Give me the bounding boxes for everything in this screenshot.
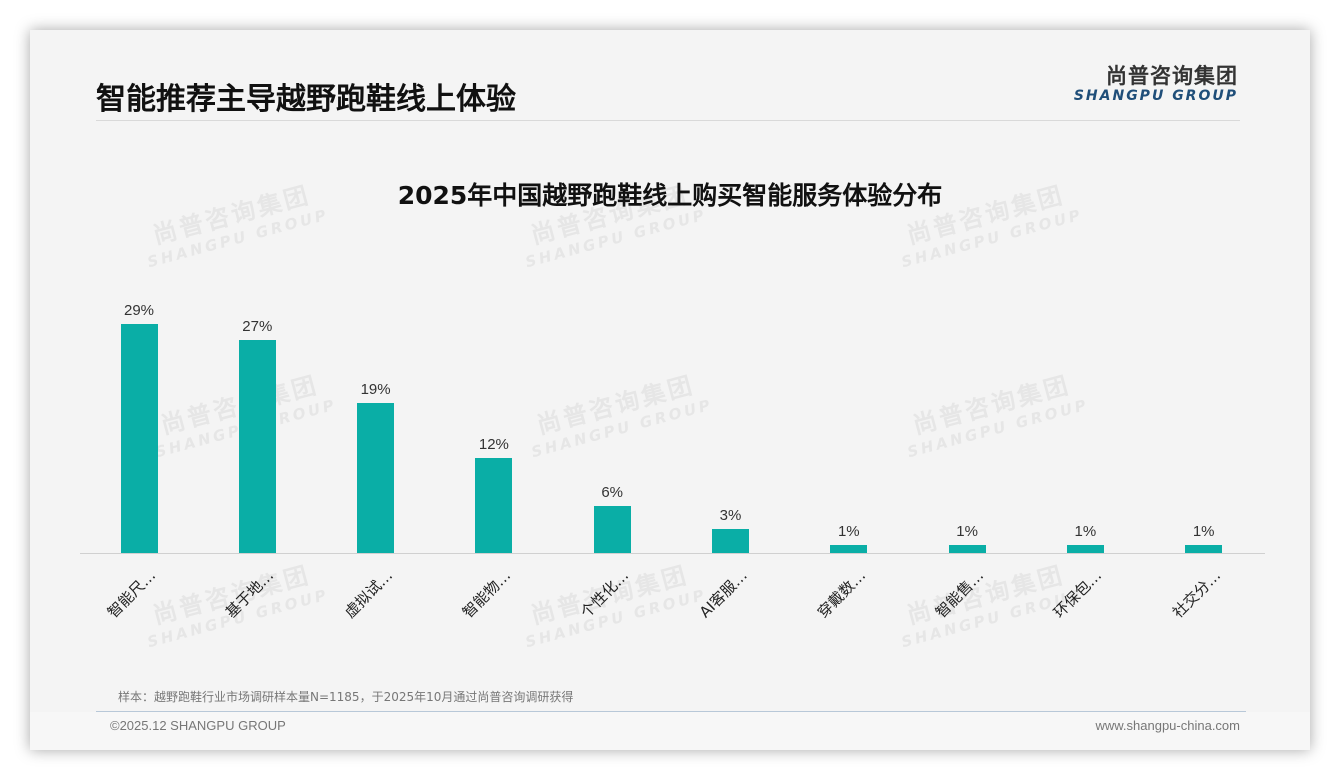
bar-value-label: 1% <box>1192 523 1215 541</box>
watermark-text-cn: 尚普咨询集团 <box>149 560 314 630</box>
watermark-text-en: SHANGPU GROUP <box>899 205 1085 272</box>
category-label: 智能物… <box>458 566 515 622</box>
watermark-text-en: SHANGPU GROUP <box>145 205 331 272</box>
x-axis-line <box>80 553 1265 554</box>
bar-value-label: 1% <box>837 523 860 541</box>
page-title: 智能推荐主导越野跑鞋线上体验 <box>96 82 516 117</box>
footer-band <box>30 712 1310 750</box>
watermark-text-cn: 尚普咨询集团 <box>909 370 1074 440</box>
watermark-text-en: SHANGPU GROUP <box>899 585 1085 652</box>
category-label: 个性化… <box>577 566 633 622</box>
category-label: 社交分… <box>1168 566 1224 622</box>
bar <box>357 402 395 553</box>
title-divider <box>96 120 1240 121</box>
bar-value-label: 6% <box>601 483 624 501</box>
logo-text-en: SHANGPU GROUP <box>1073 88 1238 104</box>
chart-title: 2025年中国越野跑鞋线上购买智能服务体验分布 <box>397 181 943 210</box>
website-text: www.shangpu-china.com <box>1095 718 1240 733</box>
watermark-text-cn: 尚普咨询集团 <box>903 560 1068 630</box>
category-label: 环保包… <box>1050 566 1106 622</box>
logo-text-cn: 尚普咨询集团 <box>1106 64 1238 88</box>
company-logo: 尚普咨询集团 SHANGPU GROUP <box>1074 64 1238 104</box>
bar-value-label: 1% <box>1074 523 1097 541</box>
bar-value-label: 27% <box>242 317 273 335</box>
copyright-text: ©2025.12 SHANGPU GROUP <box>110 718 286 733</box>
bar-value-label: 19% <box>360 380 391 398</box>
bar <box>712 529 749 553</box>
category-label: 虚拟试… <box>340 566 396 622</box>
watermark-text-en: SHANGPU GROUP <box>523 205 709 272</box>
bar-value-label: 1% <box>956 523 978 541</box>
category-label: 基于地… <box>222 566 278 622</box>
watermark-text-en: SHANGPU GROUP <box>529 395 715 462</box>
bar <box>1066 545 1104 553</box>
bar-value-label: 3% <box>719 507 742 525</box>
watermark-text-cn: 尚普咨询集团 <box>533 370 698 440</box>
bar <box>475 458 513 553</box>
sample-note: 样本：越野跑鞋行业市场调研样本量N=1185，于2025年10月通过尚普咨询调研… <box>118 690 574 704</box>
watermark-text-en: SHANGPU GROUP <box>905 395 1091 462</box>
footer-divider <box>96 711 1246 712</box>
bar <box>1185 545 1223 553</box>
category-label: AI客服… <box>695 566 751 622</box>
category-label: 智能售… <box>932 566 988 622</box>
bar <box>120 323 158 553</box>
slide-card: 智能推荐主导越野跑鞋线上体验 尚普咨询集团 SHANGPU GROUP 尚普咨询… <box>30 30 1310 750</box>
bar-value-label: 29% <box>123 301 155 319</box>
bar <box>948 545 986 553</box>
bar <box>238 339 276 553</box>
category-label: 穿戴数… <box>813 566 869 622</box>
category-label: 智能尺… <box>103 566 160 622</box>
bar-value-label: 12% <box>478 436 509 454</box>
bar <box>830 545 868 553</box>
bar <box>593 505 631 553</box>
